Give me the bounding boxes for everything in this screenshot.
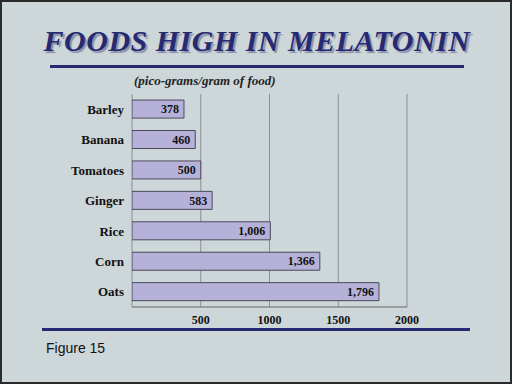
svg-text:Ginger: Ginger	[85, 193, 124, 208]
svg-text:1500: 1500	[326, 313, 350, 327]
svg-text:Rice: Rice	[99, 224, 124, 239]
svg-text:Banana: Banana	[81, 132, 124, 147]
svg-text:2000: 2000	[395, 313, 419, 327]
svg-text:Corn: Corn	[95, 254, 125, 269]
svg-text:Barley: Barley	[87, 102, 124, 117]
svg-text:1,006: 1,006	[238, 224, 265, 238]
svg-text:1,366: 1,366	[288, 254, 315, 268]
svg-text:1000: 1000	[258, 313, 282, 327]
svg-text:500: 500	[192, 313, 210, 327]
svg-text:378: 378	[161, 102, 179, 116]
svg-text:1,796: 1,796	[347, 285, 374, 299]
html-text:Figure 15: Figure 15	[46, 340, 106, 356]
svg-text:583: 583	[189, 194, 207, 208]
html-text:FOODS HIGH IN MELATONIN: FOODS HIGH IN MELATONIN	[43, 24, 471, 57]
svg-text:500: 500	[178, 163, 196, 177]
html-text:(pico-grams/gram of food): (pico-grams/gram of food)	[134, 73, 276, 88]
svg-text:Tomatoes: Tomatoes	[71, 163, 124, 178]
svg-text:Oats: Oats	[98, 284, 124, 299]
svg-text:460: 460	[172, 133, 190, 147]
